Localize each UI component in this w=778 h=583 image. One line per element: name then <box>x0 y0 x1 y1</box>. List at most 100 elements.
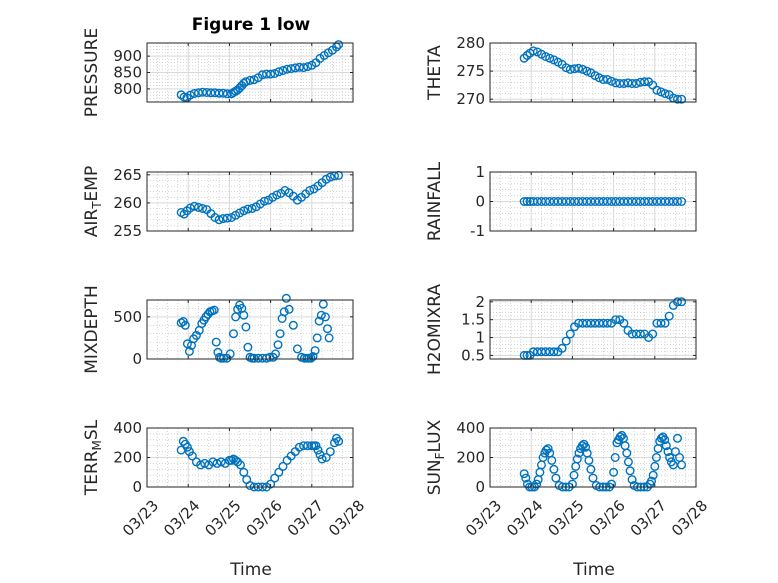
data-point <box>532 479 542 489</box>
x-tick-label: 03/23 <box>462 497 505 540</box>
axes-box <box>489 299 697 360</box>
data-point <box>602 74 612 84</box>
data-point <box>208 457 218 467</box>
data-point <box>673 94 683 104</box>
data-point <box>290 63 300 73</box>
data-point <box>586 196 596 206</box>
y-axis-label: H2OMIXRA <box>425 284 445 375</box>
y-axis-label-main: MIXDEPTH <box>82 285 102 374</box>
y-axis-label-main: TERR <box>82 450 102 496</box>
data-point <box>282 64 292 74</box>
y-axis-label-main: THETA <box>425 45 445 101</box>
data-point <box>241 77 251 87</box>
data-point <box>198 87 208 97</box>
x-tick-label: 03/24 <box>503 497 546 540</box>
data-point <box>607 196 617 206</box>
data-point <box>184 346 194 356</box>
y-axis-label-tail: EMP <box>82 166 102 202</box>
data-point <box>325 172 335 182</box>
data-point <box>312 333 322 343</box>
data-point <box>231 455 241 465</box>
data-point <box>541 196 551 206</box>
y-tick-label: 280 <box>456 34 485 52</box>
y-axis-label-main: PRESSURE <box>82 28 102 117</box>
y-tick-label: 255 <box>113 222 142 240</box>
data-point <box>211 337 221 347</box>
data-point <box>233 304 243 314</box>
data-point <box>311 441 321 451</box>
data-point <box>673 196 683 206</box>
y-tick-label: 2 <box>475 293 485 311</box>
x-tick-label: 03/28 <box>668 497 711 540</box>
data-point <box>665 453 675 463</box>
x-tick-label: 03/23 <box>119 497 162 540</box>
data-point <box>249 353 259 363</box>
data-point <box>627 196 637 206</box>
data-point <box>324 333 334 343</box>
data-point <box>656 87 666 97</box>
data-point <box>239 310 249 320</box>
data-point <box>528 46 538 56</box>
data-point <box>219 353 229 363</box>
data-point <box>278 461 288 471</box>
data-point <box>549 347 559 357</box>
y-tick-label: 1.5 <box>461 311 485 329</box>
data-point <box>543 444 553 454</box>
data-point <box>519 53 529 63</box>
x-axis-label-right: Time <box>572 560 615 580</box>
data-point <box>652 85 662 95</box>
data-point <box>582 66 592 76</box>
data-point <box>278 65 288 75</box>
data-point <box>627 78 637 88</box>
data-point <box>660 89 670 99</box>
y-tick-label: 0 <box>132 350 142 368</box>
data-point <box>635 329 645 339</box>
data-point <box>607 479 617 489</box>
y-tick-label: 275 <box>456 62 485 80</box>
data-point <box>565 196 575 206</box>
data-point <box>320 312 330 322</box>
y-tick-label: 400 <box>113 419 142 437</box>
data-point <box>541 347 551 357</box>
data-point <box>271 349 281 359</box>
data-point <box>647 476 657 486</box>
x-tick-label: 03/26 <box>586 497 629 540</box>
data-point <box>284 304 294 314</box>
panel-theta: 270 275 280 THETA <box>425 34 697 108</box>
data-point <box>582 318 592 328</box>
data-point <box>648 329 658 339</box>
data-point <box>631 78 641 88</box>
data-point <box>673 297 683 307</box>
data-point <box>677 94 687 104</box>
data-point <box>569 470 579 480</box>
data-point <box>243 342 253 352</box>
data-point <box>609 467 619 477</box>
panel-h2omixra: 0.511.52 H2OMIXRA <box>425 284 697 375</box>
data-point <box>334 436 344 446</box>
data-point <box>668 460 678 470</box>
panel-air_temp: 255 260 265 AIRTEMP <box>82 166 354 240</box>
data-point <box>288 320 298 330</box>
y-tick-label: 800 <box>113 80 142 98</box>
data-point <box>193 202 203 212</box>
data-point <box>584 455 594 465</box>
y-tick-label: 1 <box>475 163 485 181</box>
data-point <box>334 40 344 50</box>
data-point <box>598 74 608 84</box>
panel-rainfall: -1 0 1 RAINFALL <box>425 161 697 241</box>
data-point <box>222 213 232 223</box>
data-point <box>189 88 199 98</box>
data-point <box>677 460 687 470</box>
data-point <box>622 448 632 458</box>
data-point <box>266 69 276 79</box>
data-point <box>565 329 575 339</box>
data-point <box>189 201 199 211</box>
data-point <box>519 469 529 479</box>
data-point <box>660 435 670 445</box>
series-air_temp <box>176 170 344 225</box>
data-point <box>305 185 315 195</box>
data-point <box>310 346 320 356</box>
data-point <box>602 196 612 206</box>
data-point <box>549 464 559 474</box>
